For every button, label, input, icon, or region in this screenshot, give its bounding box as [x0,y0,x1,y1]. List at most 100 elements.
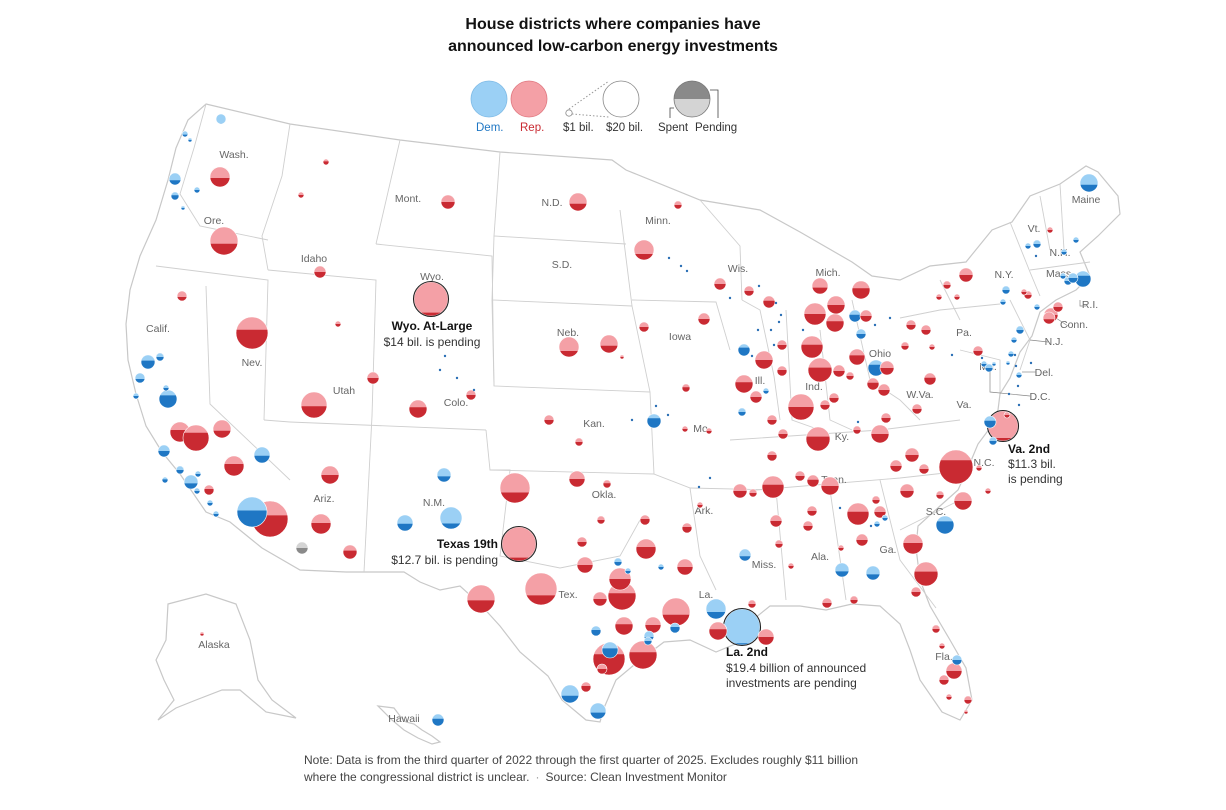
tiny-district-dot [1029,361,1033,365]
district-bubble [849,595,859,605]
district-bubble [713,277,727,291]
district-bubble [602,479,612,489]
source-label: Source: Clean Investment Monitor [545,770,727,784]
state-label-s-c: S.C. [926,506,946,518]
state-label-conn: Conn. [1060,319,1088,331]
district-bubble [681,425,689,433]
district-bubble [931,624,941,634]
note-line-1: Note: Data is from the third quarter of … [304,753,859,767]
district-bubble-arizona [236,496,268,528]
district-bubble [777,428,789,440]
district-bubble [366,371,380,385]
annotation-texas-name: Texas 19th [437,537,498,551]
district-bubble [1046,226,1054,234]
district-bubble [880,412,892,424]
state-border [829,489,847,601]
legend: Dem. Rep. $1 bil. $20 bil. Spent Pending [460,78,760,138]
district-bubble [821,597,833,609]
district-bubble [819,399,831,411]
district-bubble [1020,288,1028,296]
tiny-district-dot [777,320,781,324]
state-label-s-d: S.D. [552,259,572,271]
district-bubble [560,684,580,704]
legend-spent-pending-swatch [673,80,711,118]
district-bubble [568,192,588,212]
state-border [375,139,401,245]
tiny-district-dot [856,420,860,424]
state-label-ky: Ky. [835,431,849,443]
state-label-neb: Neb. [557,327,579,339]
district-bubble [589,702,607,720]
district-bubble [215,113,227,125]
district-bubble [980,360,988,368]
district-bubble [877,383,891,397]
annotation-wyoming: Wyo. At-Large $14 bil. is pending [384,319,481,349]
state-label-fla: Fla. [935,651,953,663]
district-bubble [639,514,651,526]
district-bubble [871,495,881,505]
district-bubble [787,562,795,570]
district-bubble [899,483,915,499]
district-bubble [633,239,655,261]
district-bubble-nc-triad [938,449,974,485]
tiny-district-dot [666,413,670,417]
state-label-n-y: N.Y. [994,269,1013,281]
district-bubble [466,584,496,614]
district-bubble [855,328,867,340]
state-border [267,269,377,417]
annotation-louisiana-desc-2: investments are pending [726,676,857,690]
legend-dem-label: Dem. [476,122,504,134]
district-bubble [1059,272,1067,280]
district-bubble [852,425,862,435]
district-bubble [832,364,846,378]
district-bubble [182,424,210,452]
district-bubble [953,293,961,301]
tiny-district-dot [455,376,459,380]
district-bubble [806,474,820,488]
district-bubble [313,265,327,279]
district-bubble [776,365,788,377]
region-alaska [155,593,297,721]
state-label-calif: Calif. [146,323,170,335]
district-bubble [935,293,943,301]
district-bubble [176,290,188,302]
district-bubble [945,693,953,701]
district-bubble [465,389,477,401]
tiny-district-dot [750,354,754,358]
label-leader [989,372,1031,397]
district-bubbles [132,113,1099,727]
district-bubble [945,662,963,680]
state-label-la: La. [699,589,714,601]
district-bubble [1032,239,1042,249]
annotation-virginia: Va. 2nd $11.3 bil. is pending [1008,442,1063,486]
district-bubble [734,374,754,394]
district-bubble [253,446,271,464]
district-bubble [766,450,778,462]
district-bubble [1052,301,1064,313]
district-bubble [889,459,903,473]
state-border [1059,183,1065,251]
state-border [1009,221,1041,297]
district-bubble [900,341,910,351]
state-label-mont: Mont. [395,193,421,205]
district-bubble [807,357,833,383]
label-leader [1079,300,1086,307]
annotation-louisiana: La. 2nd $19.4 billion of announced inves… [726,645,866,690]
district-bubble [972,345,984,357]
district-bubble [754,350,774,370]
district-bubble [762,295,776,309]
district-bubble [590,625,602,637]
district-bubble [439,506,463,530]
district-bubble [774,539,784,549]
district-bubble [738,548,752,562]
tiny-district-dot [980,356,984,360]
district-bubble [1024,242,1032,250]
tiny-district-dot [630,418,634,422]
state-label-hawaii: Hawaii [388,713,420,725]
district-bubble [867,359,885,377]
district-bubble [958,267,974,283]
state-border [899,499,961,531]
state-shapes [125,103,1121,745]
district-bubble [705,427,713,435]
legend-spent-label: Spent [658,122,689,134]
